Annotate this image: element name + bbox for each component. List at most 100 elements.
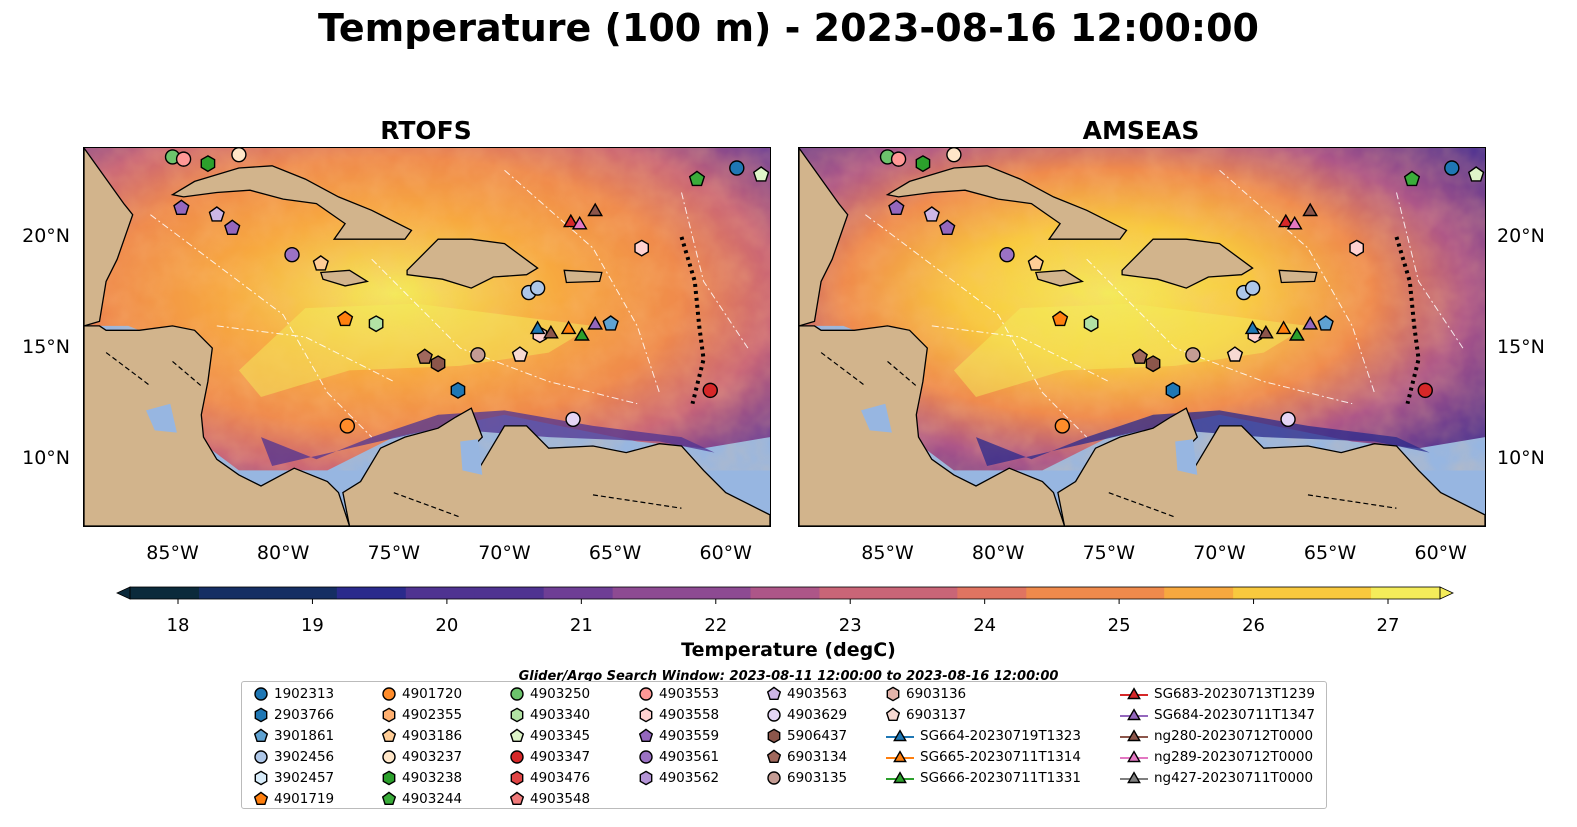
legend-marker-shape	[767, 686, 781, 701]
map-marker-4903237	[946, 148, 962, 163]
map-marker-4903186	[1027, 255, 1044, 271]
legend-label: SG684-20230711T1347	[1154, 707, 1315, 723]
legend-marker-icon	[254, 750, 268, 764]
legend-item: 2903766	[254, 705, 334, 725]
legend-marker-shape	[767, 749, 781, 764]
legend-marker-icon	[886, 729, 914, 742]
legend-marker-shape	[639, 750, 653, 764]
legend-label: 1902313	[274, 686, 335, 702]
legend-marker-icon	[639, 750, 653, 764]
map-marker-SG665-20230711T1314	[1275, 320, 1292, 335]
legend-item: 4903563	[767, 684, 847, 704]
legend-marker-icon	[510, 728, 524, 743]
legend-item: SG665-20230711T1314	[886, 747, 1081, 767]
legend-label: 5906437	[787, 728, 848, 744]
legend-item: ng427-20230711T0000	[1120, 768, 1313, 788]
land-central-america	[799, 325, 1066, 526]
legend-label: 4903553	[659, 686, 720, 702]
colorbar-tick-label: 20	[435, 615, 458, 636]
lake-maracaibo	[1175, 439, 1198, 475]
legend-item: 4903340	[510, 705, 590, 725]
search-window-text: Glider/Argo Search Window: 2023-08-11 12…	[518, 669, 1059, 681]
map-marker-2903766	[1165, 381, 1181, 399]
colorbar-tick-label: 27	[1377, 615, 1400, 636]
country-border	[592, 494, 682, 509]
legend-marker-shape	[767, 771, 781, 785]
legend-marker-shape	[1127, 750, 1141, 763]
legend: 1902313 2903766 3901861 3902456 3902457 49017…	[241, 681, 1327, 809]
map-marker-1902313	[729, 160, 745, 176]
map-marker-4903561	[284, 247, 300, 263]
land-hispaniola	[406, 238, 539, 289]
map-marker-4903559	[939, 219, 956, 236]
legend-marker-icon	[767, 686, 781, 701]
colorbar-segment	[543, 587, 614, 599]
eez-boundary	[1219, 169, 1375, 393]
legend-label: 4903629	[787, 707, 848, 723]
legend-label: ng280-20230712T0000	[1154, 728, 1314, 744]
colorbar-segment	[750, 587, 821, 599]
map-marker-3902456	[529, 280, 546, 296]
eez-boundary	[1086, 258, 1353, 405]
legend-marker-icon	[382, 770, 396, 786]
legend-label: 4903238	[402, 770, 463, 786]
legend-marker-shape	[639, 707, 653, 723]
country-border	[820, 352, 866, 387]
legend-marker-shape	[639, 728, 653, 743]
lat-tick-label-left: 20°N	[22, 224, 70, 247]
map-marker-SG684-20230711T1347	[587, 316, 604, 330]
legend-marker-icon	[767, 728, 781, 744]
legend-marker-icon	[382, 707, 396, 723]
map-marker-SG683-20230713T1239	[1277, 213, 1294, 228]
map-marker-5906437	[430, 355, 446, 373]
legend-label: 4903340	[530, 707, 591, 723]
colorbar-segment	[1095, 587, 1165, 599]
colorbar-segment	[405, 587, 476, 599]
legend-item: 1902313	[254, 684, 334, 704]
legend-marker-shape	[639, 687, 653, 701]
map-marker-SG683-20230713T1239	[562, 213, 579, 228]
legend-marker-shape	[382, 707, 396, 723]
legend-marker-shape	[510, 791, 524, 806]
legend-item: 4903559	[639, 726, 719, 746]
map-marker-2903766	[450, 381, 466, 399]
legend-marker-icon	[382, 791, 396, 806]
legend-marker-shape	[382, 750, 396, 764]
legend-marker-icon	[510, 770, 524, 786]
eez-boundary	[931, 325, 1110, 382]
map-marker-ng280-20230712T0000	[587, 202, 604, 217]
map-marker-4903629	[565, 411, 581, 427]
map-marker-SG664-20230719T1323	[1244, 320, 1261, 335]
map-marker-4903561	[999, 247, 1015, 263]
legend-marker-shape	[767, 728, 781, 744]
colorbar-segment	[1302, 587, 1372, 599]
lat-tick-label-left: 10°N	[22, 447, 70, 470]
lesser-antilles	[1394, 236, 1421, 405]
legend-item: 3902456	[254, 747, 334, 767]
map-marker-4903244	[688, 170, 706, 187]
legend-item: 6903137	[886, 705, 966, 725]
legend-marker-shape	[382, 687, 396, 701]
land-cuba	[885, 165, 1128, 240]
legend-marker-shape	[510, 750, 524, 764]
legend-item: 4903244	[382, 789, 462, 809]
legend-marker-shape	[254, 750, 268, 764]
lake-nicaragua	[861, 403, 892, 433]
legend-marker-shape	[767, 708, 781, 722]
colorbar-segment	[198, 587, 269, 599]
map-amseas[interactable]	[798, 147, 1486, 527]
eez-boundary	[371, 258, 638, 405]
colorbar-segment	[888, 587, 958, 599]
legend-marker-icon	[639, 687, 653, 701]
lat-tick-label-left: 15°N	[22, 336, 70, 359]
lake-nicaragua	[146, 403, 177, 433]
legend-label: 3902457	[274, 770, 335, 786]
legend-item: 4903562	[639, 768, 719, 788]
legend-marker-icon	[254, 770, 268, 786]
land-yucatan-bit	[799, 148, 849, 327]
map-rtofs[interactable]	[83, 147, 771, 527]
lon-tick-label: 70°W	[478, 542, 531, 564]
map-marker-4901720	[1054, 418, 1071, 434]
legend-marker-icon	[510, 707, 524, 723]
map-marker-4903563	[923, 206, 940, 222]
